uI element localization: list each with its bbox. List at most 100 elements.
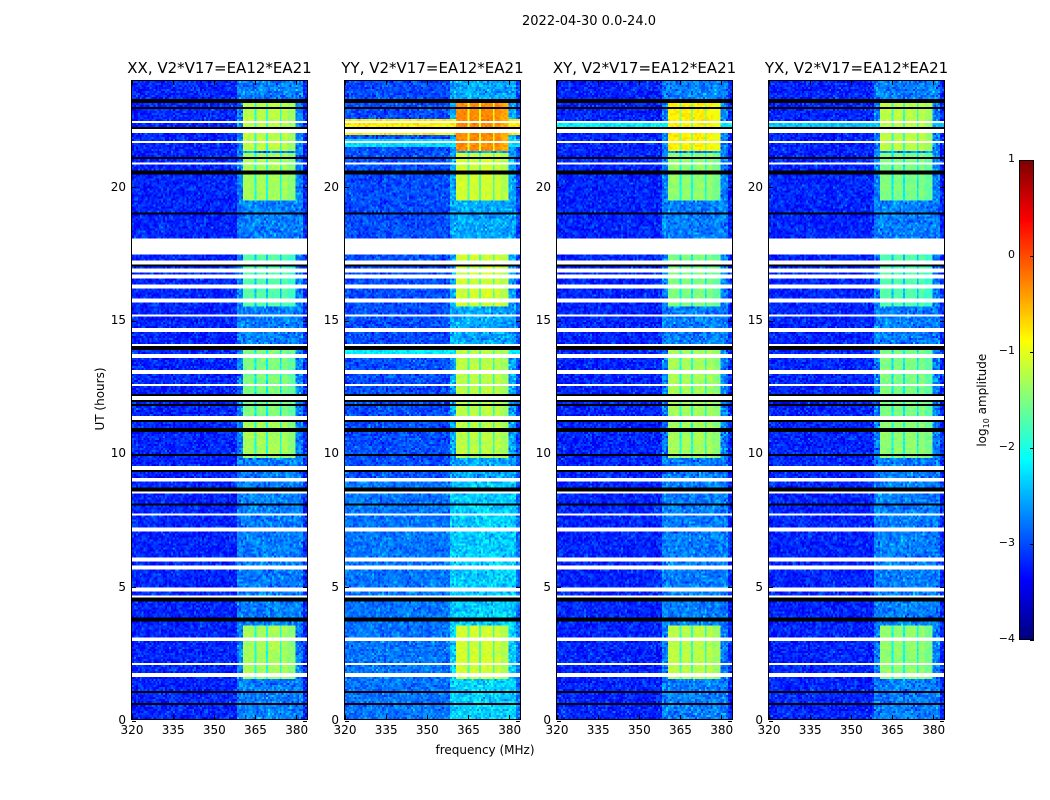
- y-tick-label: 10: [747, 446, 763, 461]
- figure-title: 2022-04-30 0.0-24.0: [522, 14, 656, 29]
- x-tick-mark: [597, 81, 599, 85]
- x-tick-mark: [296, 81, 298, 85]
- x-tick-mark: [933, 81, 935, 85]
- x-tick-mark: [556, 715, 558, 719]
- x-tick-mark: [172, 715, 174, 719]
- x-tick-mark: [172, 81, 174, 85]
- y-tick-mark: [769, 720, 773, 722]
- x-tick-mark: [891, 715, 893, 719]
- y-tick-label: 15: [110, 313, 126, 327]
- x-tick-mark: [254, 715, 256, 719]
- x-tick-mark: [426, 81, 428, 85]
- y-tick-mark: [557, 187, 561, 189]
- x-tick-mark: [213, 715, 215, 719]
- x-tick-mark: [509, 81, 511, 85]
- x-tick-label: 365: [457, 723, 480, 737]
- x-tick-label: 380: [285, 723, 309, 737]
- x-tick-label: 320: [545, 723, 569, 737]
- x-tick-label: 365: [669, 723, 692, 737]
- x-tick-mark: [768, 81, 770, 85]
- y-tick-mark: [132, 720, 136, 722]
- panel-xx: XX, V2*V17=EA12*EA21 320 335 350 365 380 0 5 10…: [111, 59, 312, 737]
- x-tick-label: 320: [333, 723, 357, 737]
- y-tick-label: 0: [755, 713, 763, 727]
- colorbar-tick-mark: [1030, 447, 1034, 449]
- x-tick-mark: [254, 81, 256, 85]
- x-tick-mark: [809, 715, 811, 719]
- colorbar-label: log10 amplitude: [974, 353, 992, 447]
- y-tick-label: 10: [110, 446, 126, 461]
- x-tick-label: 320: [757, 723, 781, 737]
- heatmap-yx: [769, 81, 944, 719]
- x-tick-mark: [850, 81, 852, 85]
- x-tick-label: 380: [922, 723, 946, 737]
- y-tick-mark: [728, 720, 732, 722]
- x-tick-mark: [933, 715, 935, 719]
- x-tick-label: 350: [627, 723, 651, 737]
- y-tick-mark: [940, 187, 944, 189]
- y-tick-mark: [940, 720, 944, 722]
- x-tick-mark: [426, 715, 428, 719]
- panel-title: YX, V2*V17=EA12*EA21: [764, 59, 949, 77]
- y-tick-mark: [303, 587, 307, 589]
- x-tick-mark: [467, 81, 469, 85]
- colorbar-tick-mark: [1030, 351, 1034, 353]
- y-tick-mark: [132, 187, 136, 189]
- y-tick-label: 0: [118, 713, 126, 727]
- panel-xy: XY, V2*V17=EA12*EA21 320 335 350 365 380 0 5 10…: [536, 59, 736, 737]
- x-tick-label: 335: [798, 723, 822, 737]
- y-tick-mark: [345, 720, 349, 722]
- x-tick-label: 380: [498, 723, 522, 737]
- y-tick-mark: [303, 720, 307, 722]
- panel-title: XY, V2*V17=EA12*EA21: [552, 59, 737, 77]
- x-tick-mark: [344, 715, 346, 719]
- y-tick-mark: [940, 453, 944, 455]
- x-tick-mark: [638, 715, 640, 719]
- panel-yy: YY, V2*V17=EA12*EA21 320 335 350 365 380 0 5 10…: [324, 59, 524, 737]
- y-tick-mark: [132, 320, 136, 322]
- x-tick-mark: [385, 81, 387, 85]
- x-tick-label: 350: [839, 723, 863, 737]
- y-tick-mark: [345, 187, 349, 189]
- y-tick-label: 15: [535, 313, 551, 327]
- y-tick-label: 20: [110, 179, 126, 194]
- x-tick-mark: [131, 715, 133, 719]
- y-tick-mark: [132, 587, 136, 589]
- y-tick-mark: [557, 587, 561, 589]
- x-tick-mark: [467, 715, 469, 719]
- y-tick-label: 5: [543, 579, 551, 594]
- x-tick-mark: [638, 81, 640, 85]
- panel-title: XX, V2*V17=EA12*EA21: [127, 59, 312, 77]
- x-tick-label: 335: [374, 723, 398, 737]
- y-tick-mark: [345, 587, 349, 589]
- y-tick-mark: [516, 720, 520, 722]
- panel-yx: YX, V2*V17=EA12*EA21 320 335 350 365 380 0 5 10…: [748, 59, 948, 737]
- y-tick-mark: [303, 453, 307, 455]
- y-tick-mark: [769, 587, 773, 589]
- colorbar-tick-label: 1: [1008, 152, 1015, 165]
- x-axis-label: frequency (MHz): [435, 743, 535, 757]
- heatmap-yy: [345, 81, 520, 719]
- colorbar-tick-label: −2: [998, 440, 1015, 453]
- x-tick-label: 365: [244, 723, 267, 737]
- y-tick-mark: [769, 453, 773, 455]
- y-tick-mark: [132, 453, 136, 455]
- y-tick-mark: [769, 320, 773, 322]
- y-tick-mark: [728, 187, 732, 189]
- y-tick-label: 15: [747, 313, 763, 327]
- y-tick-mark: [557, 453, 561, 455]
- colorbar-tick-label: −4: [998, 632, 1015, 645]
- y-tick-label: 5: [118, 579, 126, 594]
- colorbar-tick-label: 0: [1008, 248, 1015, 261]
- y-tick-mark: [769, 187, 773, 189]
- x-tick-label: 350: [202, 723, 226, 737]
- y-tick-mark: [303, 320, 307, 322]
- y-tick-mark: [940, 320, 944, 322]
- y-tick-label: 20: [323, 179, 339, 194]
- y-tick-label: 5: [755, 579, 763, 594]
- y-tick-mark: [303, 187, 307, 189]
- colorbar-gradient: [1020, 161, 1033, 639]
- colorbar: [1019, 160, 1034, 640]
- x-tick-mark: [768, 715, 770, 719]
- y-tick-mark: [516, 453, 520, 455]
